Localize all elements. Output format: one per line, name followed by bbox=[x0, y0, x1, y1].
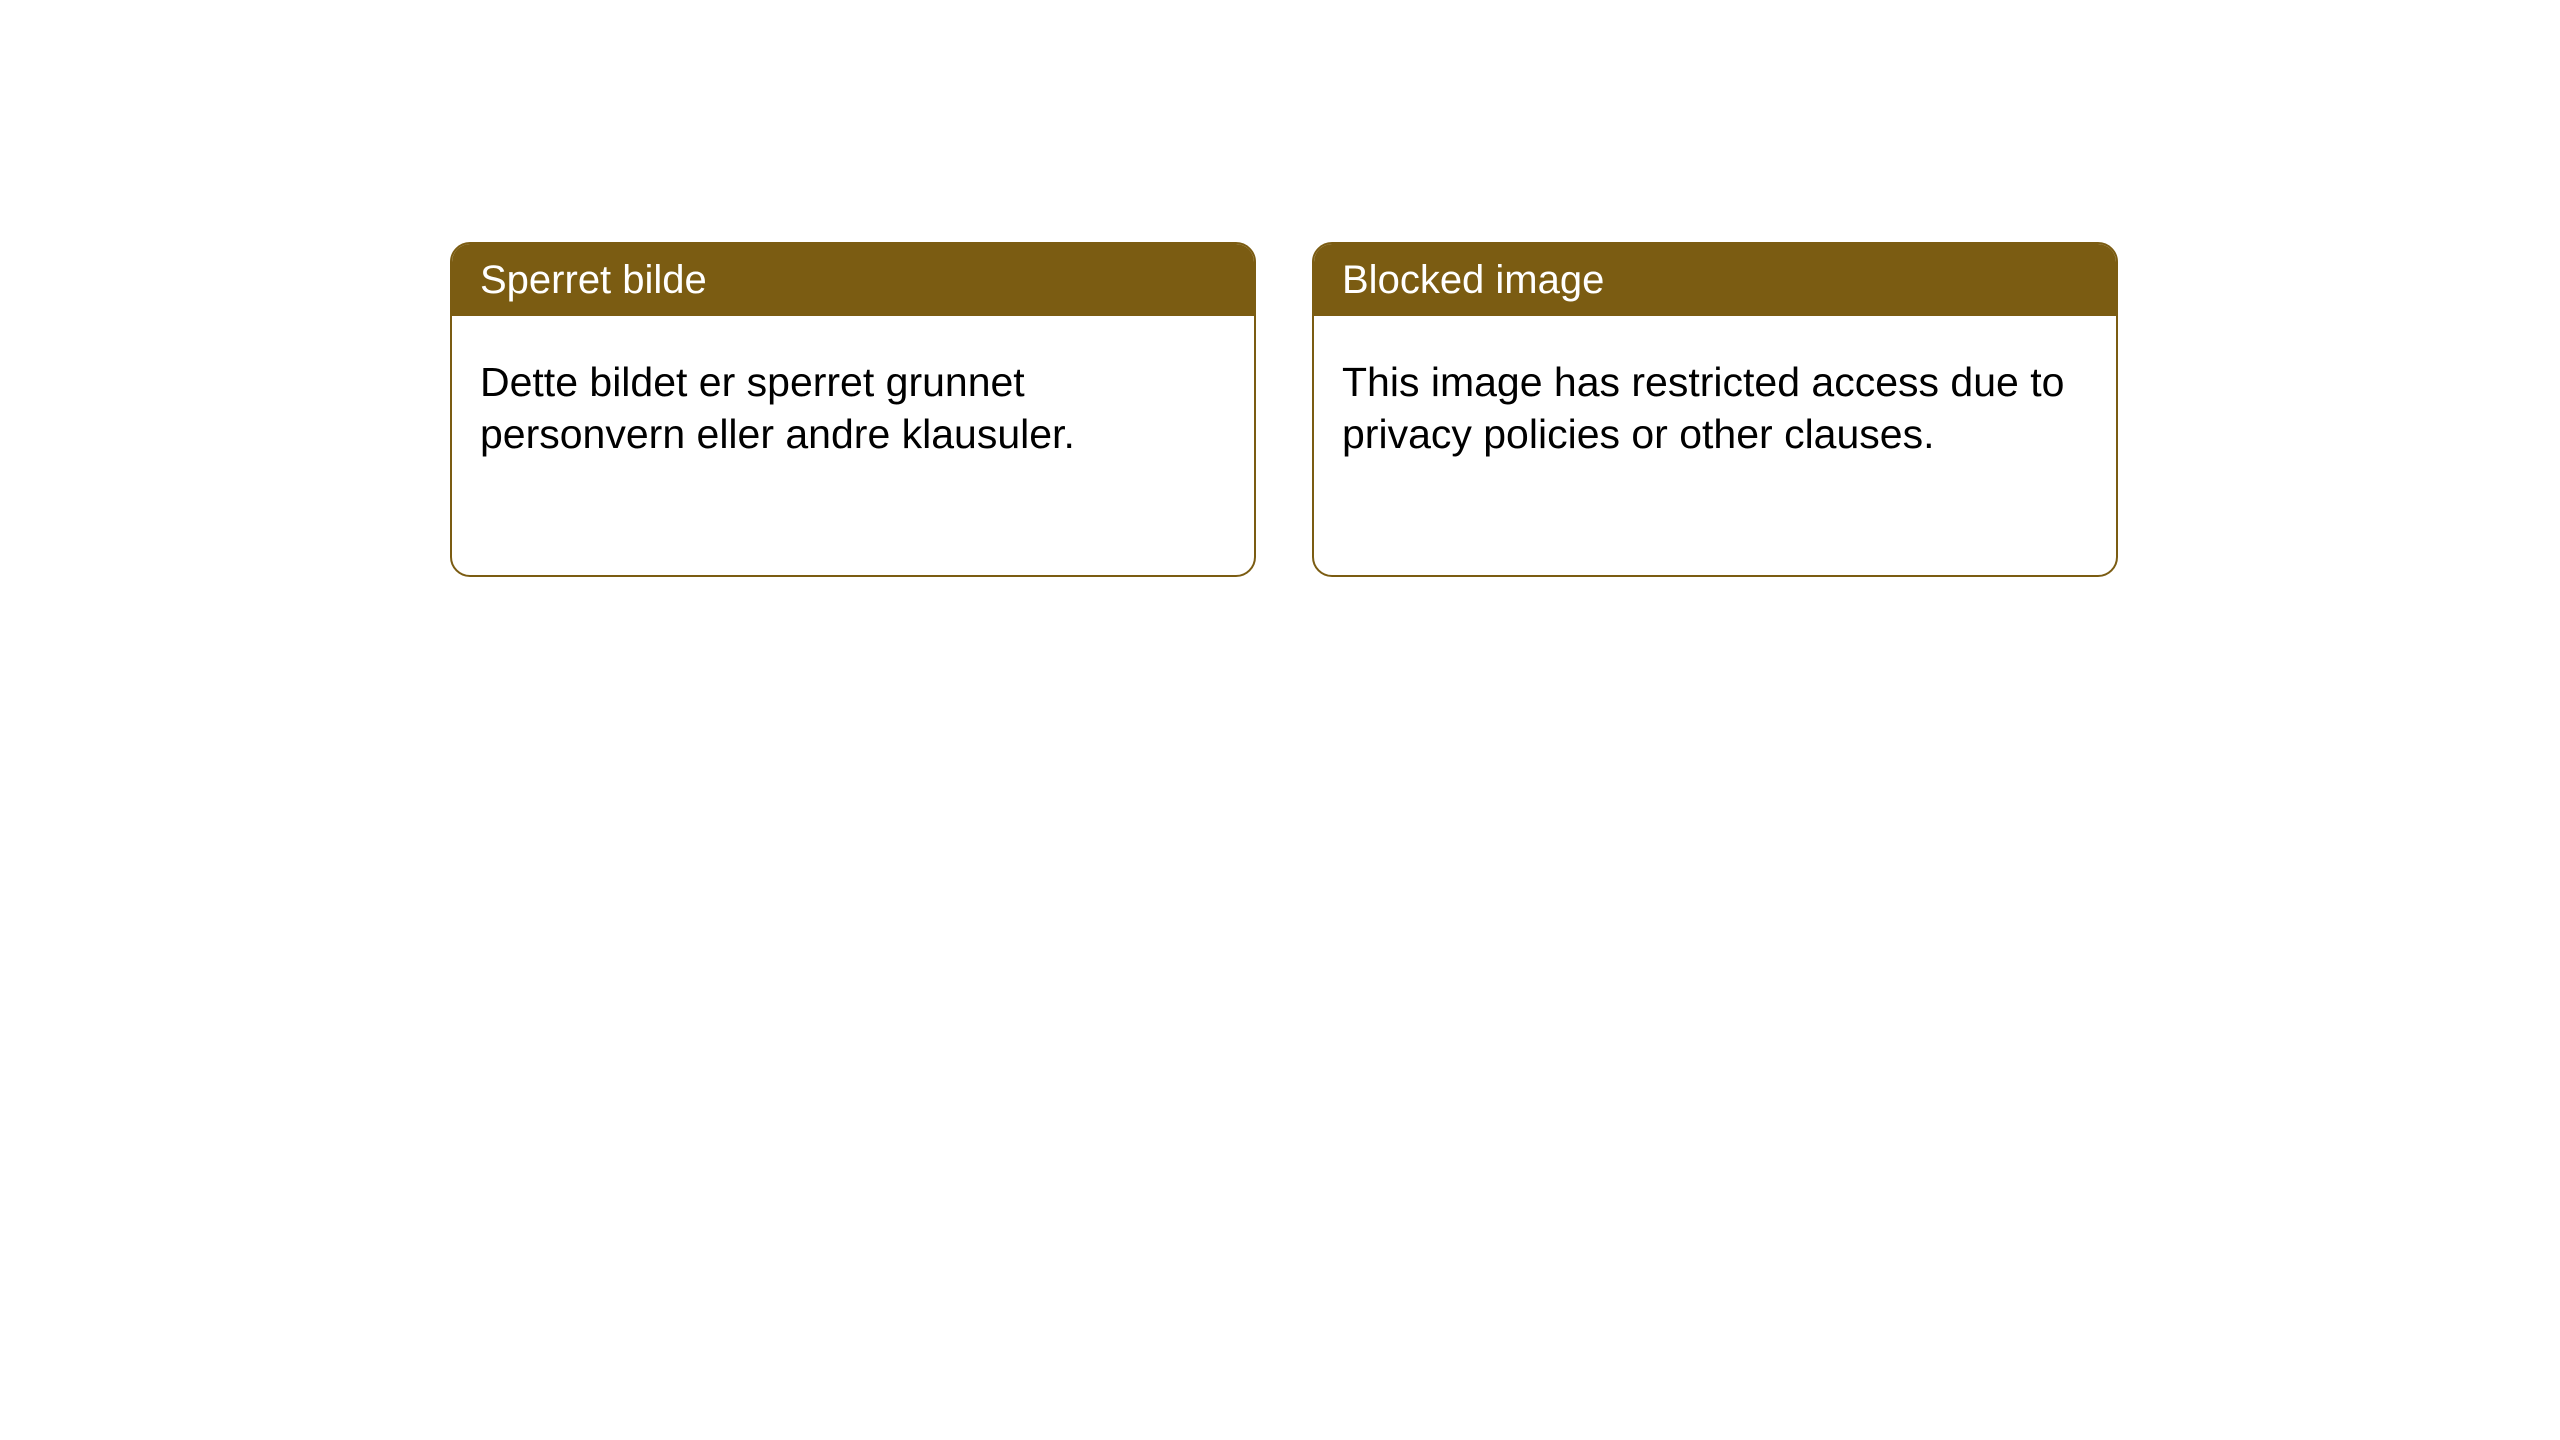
notice-container: Sperret bilde Dette bildet er sperret gr… bbox=[0, 0, 2560, 577]
notice-card-english: Blocked image This image has restricted … bbox=[1312, 242, 2118, 577]
card-body: Dette bildet er sperret grunnet personve… bbox=[452, 316, 1254, 489]
card-header: Sperret bilde bbox=[452, 244, 1254, 316]
card-header: Blocked image bbox=[1314, 244, 2116, 316]
card-body: This image has restricted access due to … bbox=[1314, 316, 2116, 489]
notice-card-norwegian: Sperret bilde Dette bildet er sperret gr… bbox=[450, 242, 1256, 577]
